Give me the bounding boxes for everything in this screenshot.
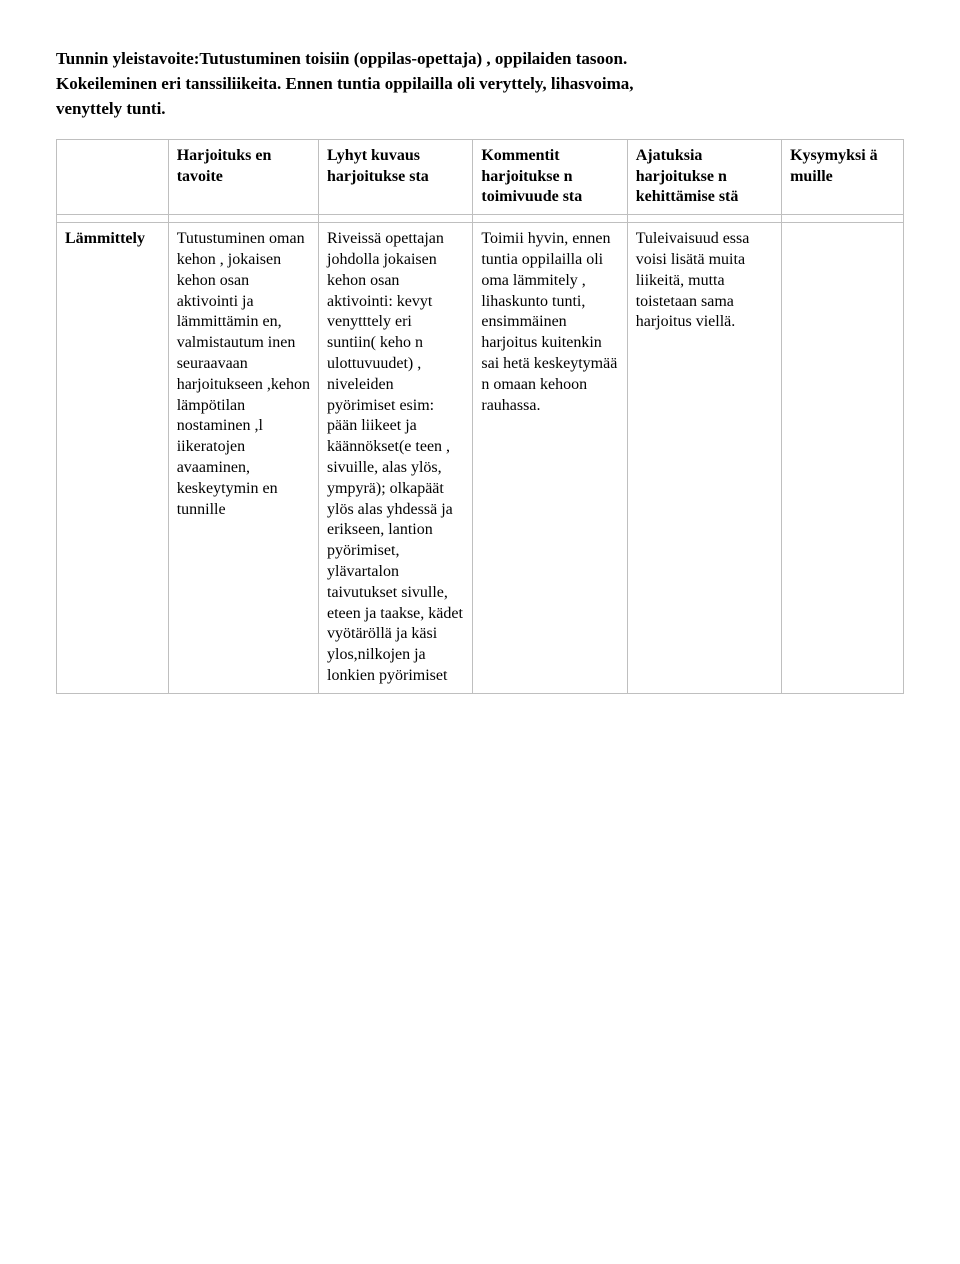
table-header-row: Harjoituks en tavoite Lyhyt kuvaus harjo… bbox=[57, 139, 904, 214]
header-blank bbox=[57, 139, 169, 214]
cell-tavoite: Tutustuminen oman kehon , jokaisen kehon… bbox=[168, 223, 318, 694]
header-kommentit: Kommentit harjoitukse n toimivuude sta bbox=[473, 139, 627, 214]
table-row: Lämmittely Tutustuminen oman kehon , jok… bbox=[57, 223, 904, 694]
spacer-row bbox=[57, 215, 904, 223]
intro-line-1: Tunnin yleistavoite:Tutustuminen toisiin… bbox=[56, 48, 904, 71]
cell-kysymyksia bbox=[782, 223, 904, 694]
cell-kuvaus: Riveissä opettajan johdolla jokaisen keh… bbox=[319, 223, 473, 694]
row-label: Lämmittely bbox=[57, 223, 169, 694]
cell-ajatuksia: Tuleivaisuud essa voisi lisätä muita lii… bbox=[627, 223, 781, 694]
intro-line-2: Kokeileminen eri tanssiliikeita. Ennen t… bbox=[56, 73, 904, 96]
intro-line-3: venyttely tunti. bbox=[56, 98, 904, 121]
header-ajatuksia: Ajatuksia harjoitukse n kehittämise stä bbox=[627, 139, 781, 214]
header-kysymyksia: Kysymyksi ä muille bbox=[782, 139, 904, 214]
cell-kommentit: Toimii hyvin, ennen tuntia oppilailla ol… bbox=[473, 223, 627, 694]
header-kuvaus: Lyhyt kuvaus harjoitukse sta bbox=[319, 139, 473, 214]
header-tavoite: Harjoituks en tavoite bbox=[168, 139, 318, 214]
intro-block: Tunnin yleistavoite:Tutustuminen toisiin… bbox=[56, 48, 904, 121]
lesson-plan-table: Harjoituks en tavoite Lyhyt kuvaus harjo… bbox=[56, 139, 904, 694]
